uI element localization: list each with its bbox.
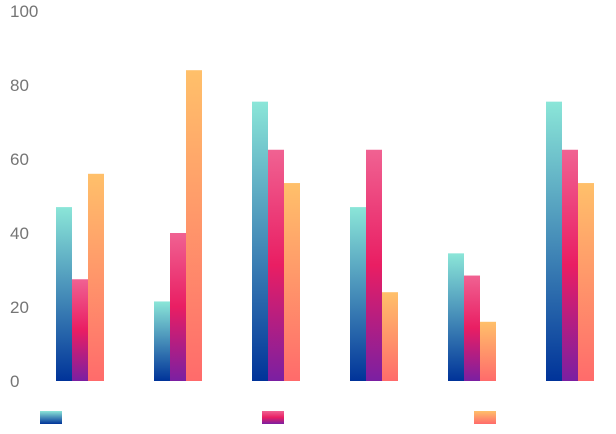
y-axis: 0 20 40 60 80 100 — [10, 2, 38, 391]
bar-series-2 — [170, 233, 186, 381]
bar-series-3 — [382, 292, 398, 381]
bar-series-1 — [56, 207, 72, 381]
bar-series-2 — [562, 149, 578, 381]
y-tick-label: 80 — [10, 76, 29, 95]
legend-swatch-series-2 — [262, 411, 284, 424]
legend — [40, 411, 496, 424]
y-tick-label: 100 — [10, 2, 38, 21]
bar-series-2 — [72, 279, 88, 381]
bar-series-3 — [284, 183, 300, 381]
bar-series-2 — [268, 149, 284, 381]
y-tick-label: 20 — [10, 298, 29, 317]
legend-swatch-series-1 — [40, 411, 62, 424]
bar-series-1 — [350, 207, 366, 381]
bar-series-1 — [252, 101, 268, 382]
bar-series-1 — [154, 301, 170, 381]
bar-series-3 — [186, 70, 202, 381]
y-tick-label: 0 — [10, 372, 19, 391]
y-tick-label: 40 — [10, 224, 29, 243]
bars — [56, 70, 594, 382]
bar-series-3 — [578, 183, 594, 381]
bar-series-1 — [448, 253, 464, 381]
y-tick-label: 60 — [10, 150, 29, 169]
bar-series-3 — [88, 173, 104, 381]
legend-swatch-series-3 — [474, 411, 496, 424]
bar-series-1 — [546, 101, 562, 382]
bar-series-2 — [464, 275, 480, 381]
bar-series-2 — [366, 149, 382, 381]
bar-series-3 — [480, 321, 496, 381]
